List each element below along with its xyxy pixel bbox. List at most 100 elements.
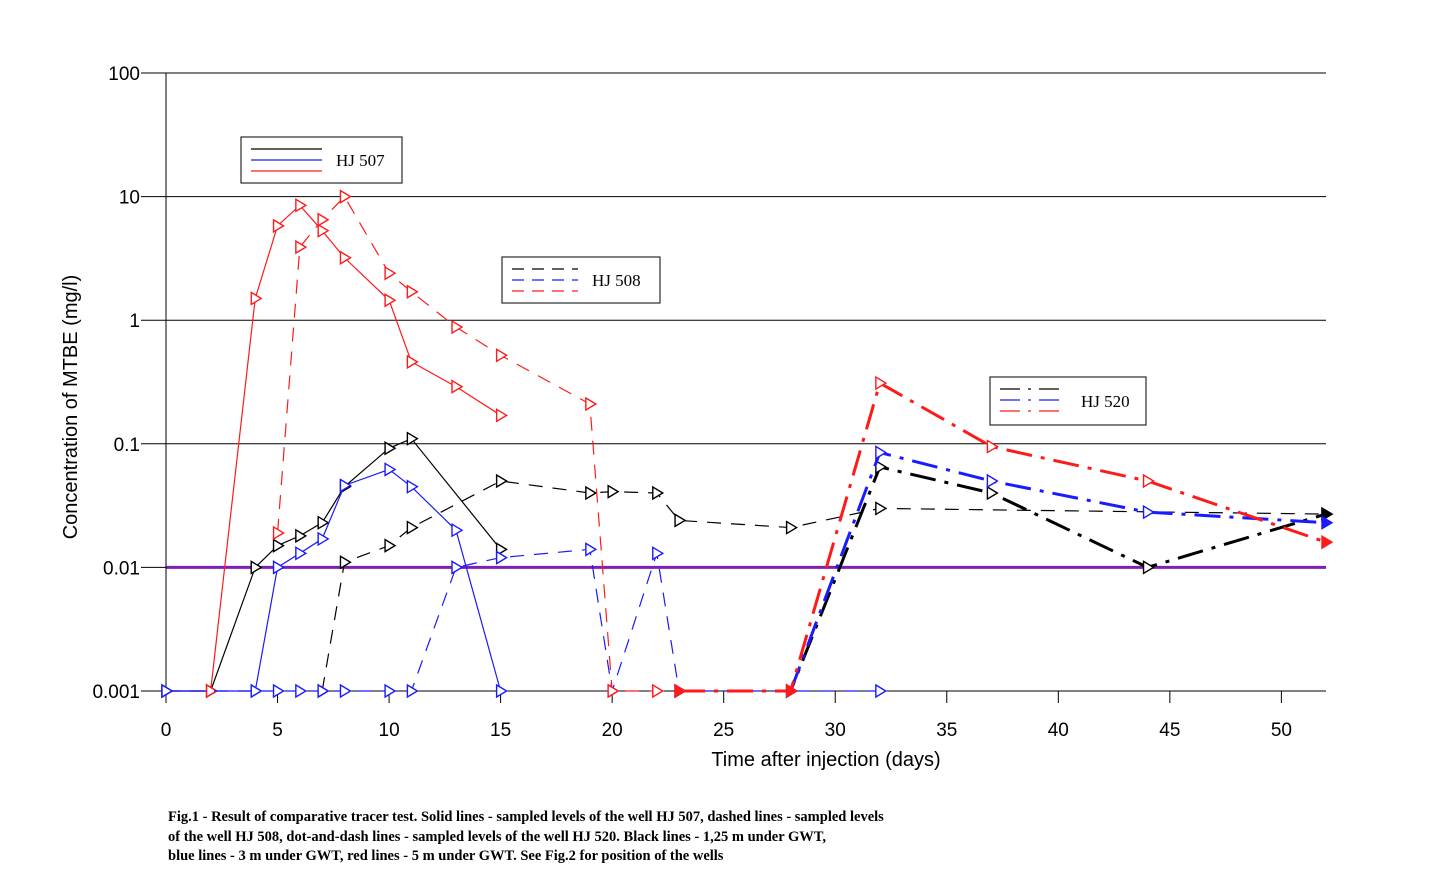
data-point-marker	[406, 431, 419, 446]
x-tick-label: 25	[713, 720, 734, 741]
data-point-marker	[875, 445, 888, 460]
data-point-marker	[317, 223, 330, 238]
data-point-marker	[986, 485, 999, 501]
data-point-marker	[875, 375, 888, 391]
data-point-marker	[1321, 506, 1334, 522]
legend-boxes: HJ 507 HJ 508 HJ 520	[240, 136, 1147, 426]
x-tick-label: 15	[490, 720, 511, 741]
data-point-marker	[451, 379, 464, 394]
data-point-marker	[384, 441, 397, 456]
caption-line-2: of the well HJ 508, dot-and-dash lines -…	[168, 828, 827, 845]
series-line	[166, 437, 502, 692]
legend-box	[989, 376, 1147, 426]
data-point-marker	[674, 513, 687, 528]
y-tick-label: 1	[129, 311, 140, 332]
y-tick-label: 0.001	[92, 682, 140, 703]
data-point-marker	[250, 683, 263, 699]
legend-2: HJ 508	[501, 256, 661, 304]
data-point-marker	[250, 560, 263, 575]
data-point-marker	[1142, 560, 1155, 575]
x-tick-label: 5	[272, 720, 283, 741]
series-line	[166, 468, 502, 692]
data-point-marker	[1142, 504, 1155, 520]
caption-line-3: blue lines - 3 m under GWT, red lines - …	[168, 848, 724, 864]
data-point-marker	[986, 473, 999, 489]
data-point-marker	[495, 683, 508, 699]
data-point-marker	[272, 560, 285, 575]
data-point-marker	[339, 555, 352, 570]
data-point-marker	[339, 478, 352, 493]
data-point-marker	[1321, 534, 1334, 550]
data-point-marker	[161, 683, 174, 699]
series-line	[679, 380, 1327, 693]
caption-line-1: Fig.1 - Result of comparative tracer tes…	[168, 809, 884, 825]
data-point-marker	[384, 462, 397, 477]
x-tick-label: 45	[1159, 720, 1180, 741]
x-tick-label: 40	[1048, 720, 1069, 741]
legend-1: HJ 507	[240, 136, 403, 184]
tick-labels: 0.001 0.01 0.1 1 10 100 0 5 10 15 20 25 30 35 40 45 50	[92, 64, 1292, 741]
y-tick-label: 100	[108, 64, 140, 85]
data-point-marker	[317, 515, 330, 530]
data-point-marker	[339, 189, 352, 204]
legend-3: HJ 520	[989, 376, 1147, 426]
data-point-marker	[652, 683, 665, 699]
data-point-marker	[205, 683, 218, 699]
data-point-marker	[317, 531, 330, 547]
series-line	[679, 465, 1327, 693]
legend-label: HJ 507	[336, 151, 385, 170]
data-point-marker	[406, 479, 419, 494]
data-point-marker	[1321, 515, 1334, 530]
data-point-marker	[384, 683, 397, 699]
data-point-marker	[1142, 473, 1155, 489]
data-point-marker	[495, 408, 508, 423]
data-point-marker	[272, 538, 285, 553]
data-point-marker	[875, 501, 888, 516]
series-hj508-black-dashed	[317, 473, 1334, 699]
data-point-marker	[272, 218, 285, 234]
x-axis-title: Time after injection (days)	[711, 749, 940, 771]
legend-label: HJ 520	[1081, 392, 1130, 411]
series-line	[321, 480, 1327, 692]
series-lines	[161, 189, 1334, 699]
data-point-marker	[652, 485, 665, 501]
data-point-marker	[406, 683, 419, 699]
data-point-marker	[785, 683, 798, 699]
y-tick-label: 0.1	[114, 435, 140, 456]
data-point-marker	[495, 550, 508, 565]
data-point-marker	[295, 683, 308, 699]
x-tick-label: 10	[379, 720, 400, 741]
data-point-marker	[317, 683, 330, 699]
series-hj507-red-solid	[205, 198, 508, 699]
x-tick-label: 0	[161, 720, 172, 741]
data-point-marker	[875, 683, 888, 699]
x-tick-label: 20	[602, 720, 623, 741]
series-hj520-red-dot-dash	[674, 375, 1334, 699]
data-point-marker	[295, 528, 308, 544]
data-point-marker	[495, 348, 508, 363]
data-point-marker	[986, 439, 999, 454]
data-point-marker	[406, 354, 419, 370]
data-point-marker	[384, 265, 397, 281]
data-point-marker	[339, 250, 352, 265]
series-hj520-black-dot-dash	[674, 459, 1334, 699]
series-line	[276, 195, 657, 692]
series-hj508-red-dashed	[272, 189, 665, 699]
data-point-marker	[272, 683, 285, 699]
data-point-marker	[495, 473, 508, 489]
data-point-marker	[272, 525, 285, 541]
data-point-marker	[585, 542, 598, 557]
series-line	[210, 204, 501, 692]
data-point-marker	[674, 683, 687, 699]
data-point-marker	[585, 396, 598, 412]
figure-caption: Fig.1 - Result of comparative tracer tes…	[168, 808, 1168, 867]
data-point-marker	[406, 520, 419, 535]
data-point-marker	[406, 284, 419, 299]
legend-box	[501, 256, 661, 304]
series-line	[789, 450, 1327, 692]
x-tick-label: 30	[825, 720, 846, 741]
data-point-marker	[607, 683, 620, 699]
legend-label: HJ 508	[592, 271, 641, 290]
data-point-marker	[295, 198, 308, 213]
chart: 0.001 0.01 0.1 1 10 100 0 5 10 15 20 25 30 35 40 45 50 H…	[60, 64, 1334, 771]
